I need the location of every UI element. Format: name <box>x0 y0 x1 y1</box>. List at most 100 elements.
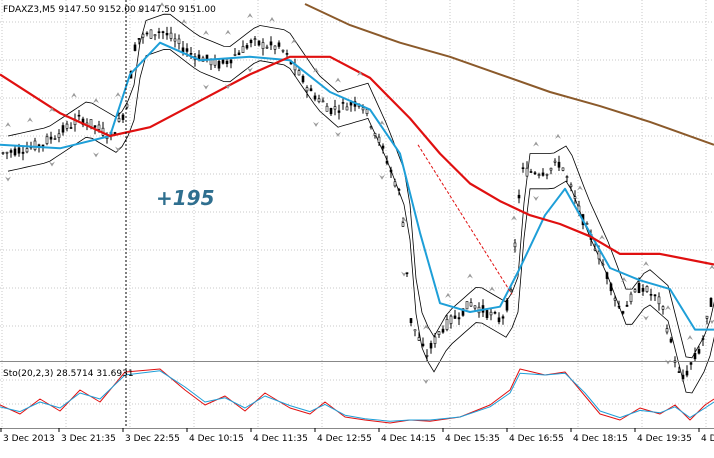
candle-body <box>557 161 561 168</box>
candle-body <box>305 87 309 92</box>
candle-body <box>457 317 461 320</box>
candle-body <box>421 343 425 347</box>
candle-body <box>577 205 581 212</box>
fractal-up-arrow <box>577 185 583 191</box>
candle-body <box>461 308 465 316</box>
candle-body <box>57 133 61 139</box>
fractal-up-arrow <box>181 19 187 25</box>
candle-body <box>585 223 589 225</box>
candle-body <box>509 288 513 292</box>
candle-body <box>241 46 245 54</box>
candle-body <box>285 53 289 55</box>
fractal-down-arrow <box>225 84 231 90</box>
stoch-main-line <box>0 368 714 424</box>
candle-body <box>625 304 629 307</box>
candle-body <box>605 272 609 279</box>
candle-body <box>513 242 517 248</box>
candle-body <box>425 355 429 357</box>
candle-body <box>549 167 553 171</box>
fractal-down-arrow <box>379 174 385 180</box>
candle-body <box>313 95 317 100</box>
fractal-up-arrow <box>49 107 55 113</box>
candle-body <box>93 125 97 128</box>
candle-body <box>317 98 321 103</box>
fractal-up-arrow <box>115 92 121 98</box>
candle-body <box>697 349 701 354</box>
candle-body <box>261 42 265 49</box>
candle-body <box>465 301 469 310</box>
candle-body <box>405 272 409 275</box>
fractal-up-arrow <box>445 292 451 298</box>
fractal-up-arrow <box>291 38 297 44</box>
candle-body <box>693 352 697 360</box>
candle-body <box>89 119 93 128</box>
candle-body <box>17 147 21 154</box>
candle-body <box>681 374 685 380</box>
envelope-lower-line <box>7 48 714 394</box>
candle-body <box>185 48 189 52</box>
candle-body <box>441 328 445 333</box>
time-label: 4 Dec 14:15 <box>381 434 436 444</box>
time-label: 4 Dec 11:35 <box>253 434 308 444</box>
candle-body <box>645 286 649 292</box>
main-plot <box>0 2 714 394</box>
candle-body <box>25 148 29 153</box>
fractal-up-arrow <box>5 122 11 128</box>
candle-body <box>393 181 397 187</box>
fractal-up-arrow <box>27 117 33 123</box>
candle-body <box>181 47 185 52</box>
fractal-up-arrow <box>555 133 561 139</box>
candle-body <box>637 282 641 293</box>
candle-body <box>705 315 709 319</box>
candle-body <box>685 370 689 376</box>
time-label: 4 Dec 15:35 <box>445 434 500 444</box>
candle-body <box>253 38 257 41</box>
candle-body <box>369 126 373 128</box>
fractal-down-arrow <box>709 319 714 325</box>
time-label: 3 Dec 21:35 <box>61 434 116 444</box>
fractal-down-arrow <box>533 195 539 201</box>
time-label: 4 Dec 19:35 <box>637 434 692 444</box>
candle-body <box>325 105 329 112</box>
candle-body <box>709 297 713 307</box>
symbol-info: FDAXZ3,M5 9147.50 9152.00 9147.50 9151.0… <box>3 5 216 15</box>
oscillator-info: Sto(20,2,3) 28.5714 31.6931 <box>3 369 134 379</box>
fractal-up-arrow <box>643 261 649 267</box>
fractal-up-arrow <box>423 324 429 330</box>
time-label: 4 Dec <box>701 434 714 444</box>
candle-body <box>333 106 337 110</box>
fractal-up-arrow <box>467 273 473 279</box>
fractal-up-arrow <box>599 234 605 240</box>
candle-body <box>361 107 365 111</box>
candle-body <box>653 294 657 297</box>
ma-long-line <box>304 3 714 146</box>
candle-body <box>273 45 277 50</box>
candle-body <box>297 70 301 76</box>
candle-body <box>545 173 549 176</box>
fractal-up-arrow <box>159 2 165 8</box>
candle-body <box>617 305 621 308</box>
candle-body <box>217 60 221 69</box>
candle-body <box>65 123 69 129</box>
candle-body <box>633 289 637 293</box>
candle-body <box>661 306 665 310</box>
fractal-up-arrow <box>137 7 143 13</box>
candle-body <box>561 167 565 171</box>
candle-body <box>337 110 341 113</box>
candle-body <box>437 331 441 336</box>
fractal-up-arrow <box>225 29 231 35</box>
fractal-down-arrow <box>335 131 341 137</box>
candle-body <box>1 152 5 154</box>
candle-body <box>689 362 693 365</box>
candle-body <box>629 293 633 303</box>
candle-body <box>221 59 225 64</box>
candle-body <box>401 222 405 227</box>
fractal-down-arrow <box>5 176 11 182</box>
candle-body <box>473 305 477 309</box>
fractal-up-arrow <box>357 71 363 77</box>
fractal-down-arrow <box>643 315 649 321</box>
trend-line <box>417 144 513 295</box>
fractal-up-arrow <box>379 120 385 126</box>
time-axis: 3 Dec 2013 3 Dec 21:35 3 Dec 22:55 4 Dec 10… <box>0 428 714 444</box>
